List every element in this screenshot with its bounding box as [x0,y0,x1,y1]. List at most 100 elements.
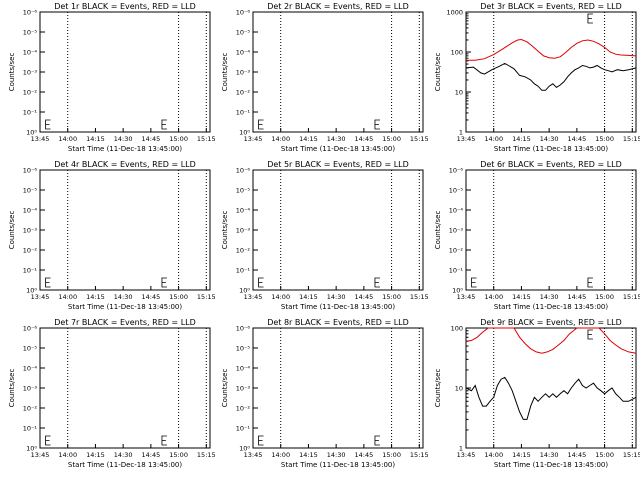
panel-2-xtick-label: 13:45 [244,135,263,143]
panel-9-xtick-label: 14:45 [568,451,587,459]
panel-9-xlabel: Start Time (11-Dec-18 13:45:00) [494,461,608,469]
panel-9-ytick-label: 10 [455,385,463,393]
panel-3-xtick-label: 14:45 [568,135,587,143]
panel-5-axes [252,169,424,291]
panel-1-bracket-marker [161,119,167,130]
panel-9-xtick-label: 15:00 [595,451,614,459]
panel-4-xtick-label: 13:45 [31,293,50,301]
panel-9-xtick-label: 15:15 [623,451,640,459]
panel-2-xtick-label: 14:00 [271,135,290,143]
panel-3-title: Det 3r BLACK = Events, RED = LLD [480,2,622,11]
panel-1-xlabel: Start Time (11-Dec-18 13:45:00) [68,145,182,153]
panel-2-xtick-label: 15:15 [410,135,429,143]
panel-4-ytick-label: 10⁻² [23,247,38,255]
panel-2-axes [252,11,424,133]
panel-5-xtick-label: 15:00 [382,293,401,301]
panel-2-ytick-label: 10⁻⁶ [236,9,251,17]
panel-1-xtick-label: 15:00 [169,135,188,143]
panel-2-xtick-label: 15:00 [382,135,401,143]
panel-5-bracket-marker [258,277,264,288]
panel-3-ylabel: Counts/sec [434,53,442,92]
panel-6-bracket-marker [587,277,593,288]
panel-5-xtick-label: 14:30 [327,293,346,301]
panel-8-xtick-label: 13:45 [244,451,263,459]
panel-1-bracket-marker [45,119,51,130]
panel-5-ytick-label: 10⁻⁵ [236,187,251,195]
panel-8-ytick-label: 10⁻¹ [236,425,251,433]
panel-7-xtick-label: 15:15 [197,451,216,459]
panel-2-bracket-marker [374,119,380,130]
panel-8-ytick-label: 10⁻⁴ [236,365,251,373]
panel-6-ylabel: Counts/sec [434,211,442,250]
panel-8-ytick-label: 10⁰ [239,445,250,453]
panel-6-ytick-label: 10⁰ [452,287,463,295]
panel-8-bracket-marker [258,435,264,446]
panel-5-ytick-label: 10⁻¹ [236,267,251,275]
panel-7-ytick-label: 10⁻³ [23,385,38,393]
panel-7-title: Det 7r BLACK = Events, RED = LLD [54,318,196,327]
panel-8-xtick-label: 14:45 [355,451,374,459]
panel-7-ytick-label: 10⁻² [23,405,38,413]
panel-9-ytick-label: 100 [451,325,463,333]
panel-4-bracket-marker [161,277,167,288]
panel-2-ytick-label: 10⁻⁴ [236,49,251,57]
panel-4-xtick-label: 15:15 [197,293,216,301]
panel-7-bracket-marker [45,435,51,446]
panel-3-ytick-label: 1 [459,129,463,137]
panel-3-xtick-label: 14:00 [484,135,503,143]
panel-6-bracket-marker [471,277,477,288]
panel-4-ytick-label: 10⁰ [26,287,37,295]
panel-4-xtick-label: 15:00 [169,293,188,301]
panel-4-xtick-label: 14:15 [86,293,105,301]
panel-8-xtick-label: 15:15 [410,451,429,459]
panel-8-ytick-label: 10⁻³ [236,385,251,393]
panel-7-xtick-label: 15:00 [169,451,188,459]
panel-3-xtick-label: 13:45 [457,135,476,143]
panel-6-xtick-label: 14:00 [484,293,503,301]
panel-7-ytick-label: 10⁻⁵ [23,345,38,353]
panel-2-xtick-label: 14:30 [327,135,346,143]
panel-3-xtick-label: 14:30 [540,135,559,143]
panel-2-xlabel: Start Time (11-Dec-18 13:45:00) [281,145,395,153]
panel-5-ytick-label: 10⁻² [236,247,251,255]
panel-3-ytick-label: 100 [451,49,463,57]
panel-3-axes [465,11,637,133]
panel-3-events-line [465,62,637,91]
panel-9-xtick-label: 14:00 [484,451,503,459]
panel-9-title: Det 9r BLACK = Events, RED = LLD [480,318,622,327]
panel-1-xtick-label: 13:45 [31,135,50,143]
panel-8-ylabel: Counts/sec [221,369,229,408]
panel-1-ytick-label: 10⁻⁴ [23,49,38,57]
panel-4-xtick-label: 14:45 [142,293,161,301]
panel-6-axes [465,169,637,291]
panel-3-xtick-label: 15:00 [595,135,614,143]
panel-3-bracket-marker [587,13,593,24]
panel-1-xtick-label: 14:30 [114,135,133,143]
panel-8-ytick-label: 10⁻⁵ [236,345,251,353]
panel-1-ytick-label: 10⁻³ [23,69,38,77]
panel-5-ytick-label: 10⁻⁴ [236,207,251,215]
panel-5-ytick-label: 10⁻³ [236,227,251,235]
panel-9-xtick-label: 13:45 [457,451,476,459]
panel-5-xtick-label: 14:45 [355,293,374,301]
panel-6-xtick-label: 14:45 [568,293,587,301]
panel-4-xlabel: Start Time (11-Dec-18 13:45:00) [68,303,182,311]
panel-1-ytick-label: 10⁰ [26,129,37,137]
panel-7-xtick-label: 14:15 [86,451,105,459]
panel-9-axes [465,327,637,449]
panel-9-xtick-label: 14:30 [540,451,559,459]
panel-4-ytick-label: 10⁻¹ [23,267,38,275]
panel-4-ytick-label: 10⁻⁴ [23,207,38,215]
panel-8-xlabel: Start Time (11-Dec-18 13:45:00) [281,461,395,469]
panel-2-title: Det 2r BLACK = Events, RED = LLD [267,2,409,11]
panel-5-ytick-label: 10⁻⁶ [236,167,251,175]
panel-1-ytick-label: 10⁻² [23,89,38,97]
panel-2-ylabel: Counts/sec [221,53,229,92]
panel-6-xlabel: Start Time (11-Dec-18 13:45:00) [494,303,608,311]
panel-1-xtick-label: 15:15 [197,135,216,143]
panel-5-ylabel: Counts/sec [221,211,229,250]
panel-7-ylabel: Counts/sec [8,369,16,408]
panel-1-xtick-label: 14:15 [86,135,105,143]
panel-6-title: Det 6r BLACK = Events, RED = LLD [480,160,622,169]
